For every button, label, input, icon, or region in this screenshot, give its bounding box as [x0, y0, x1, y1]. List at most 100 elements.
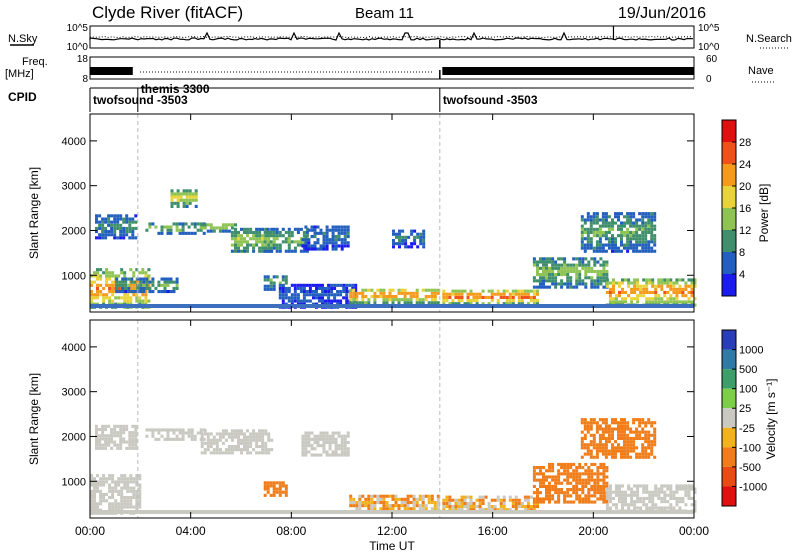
heatmap-cell [252, 448, 256, 452]
heatmap-cell [618, 290, 621, 294]
heatmap-cell [532, 299, 536, 303]
heatmap-cell [669, 484, 673, 488]
heatmap-cell [145, 286, 149, 290]
heatmap-cell [626, 440, 630, 444]
heatmap-cell [638, 430, 642, 434]
heatmap-cell [281, 275, 285, 279]
heatmap-cell [557, 469, 561, 473]
heatmap-cell [583, 418, 587, 422]
heatmap-cell [160, 428, 164, 432]
heatmap-cell [632, 449, 636, 453]
heatmap-cell [246, 249, 249, 253]
heatmap-cell [621, 490, 624, 494]
heatmap-cell [433, 504, 437, 508]
heatmap-cell [601, 243, 605, 247]
heatmap-cell [354, 286, 358, 290]
heatmap-cell [648, 278, 652, 282]
heatmap-cell [132, 496, 136, 500]
heatmap-cell [592, 230, 596, 234]
heatmap-cell [554, 484, 558, 488]
heatmap-cell [305, 299, 309, 303]
heatmap-cell [599, 257, 603, 261]
heatmap-cell [145, 428, 149, 432]
heatmap-cell [308, 283, 312, 287]
heatmap-cell [373, 501, 377, 505]
heatmap-cell [596, 469, 600, 473]
heatmap-cell [302, 283, 306, 287]
heatmap-cell [105, 480, 109, 484]
heatmap-cell [96, 271, 99, 275]
colorbar-swatch [722, 186, 736, 208]
heatmap-cell [281, 283, 285, 287]
heatmap-cell [626, 212, 630, 216]
heatmap-cell [119, 236, 123, 240]
heatmap-cell [304, 244, 308, 248]
heatmap-cell [436, 494, 440, 498]
heatmap-cell [647, 240, 651, 244]
heatmap-cell [566, 279, 570, 283]
heatmap-cell [90, 496, 93, 500]
heatmap-cell [102, 483, 106, 487]
heatmap-cell [340, 244, 344, 248]
heatmap-cell [123, 274, 127, 278]
heatmap-cell [666, 297, 670, 301]
heatmap-cell [328, 241, 332, 245]
heatmap-cell [382, 494, 386, 498]
colorbar-swatch [722, 466, 736, 487]
heatmap-cell [520, 505, 524, 509]
x-tick-label: 16:00 [478, 524, 508, 538]
heatmap-cell [595, 455, 599, 459]
heatmap-cell [499, 508, 503, 512]
heatmap-cell [123, 499, 127, 503]
heatmap-cell [111, 299, 115, 303]
heatmap-cell [272, 234, 276, 238]
heatmap-cell [554, 263, 558, 267]
heatmap-cell [557, 494, 561, 498]
heatmap-cell [611, 237, 614, 241]
heatmap-cell [325, 431, 329, 435]
heatmap-cell [654, 290, 658, 294]
heatmap-cell [629, 212, 633, 216]
x-axis-ticks: 00:00 04:00 08:00 12:00 16:00 20:00 00:00 [75, 114, 709, 538]
heatmap-cell [395, 242, 398, 246]
heatmap-cell [526, 498, 530, 502]
heatmap-cell [602, 491, 606, 495]
heatmap-cell [454, 295, 458, 299]
heatmap-cell [361, 295, 365, 299]
heatmap-cell [575, 475, 579, 479]
heatmap-cell [586, 452, 590, 456]
heatmap-cell [614, 421, 617, 425]
heatmap-cell [202, 437, 206, 441]
heatmap-cell [135, 502, 139, 506]
heatmap-cell [654, 506, 658, 510]
heatmap-cell [684, 490, 688, 494]
heatmap-cell [176, 195, 180, 199]
heatmap-cell [118, 283, 122, 287]
heatmap-cell [554, 478, 558, 482]
heatmap-cell [442, 501, 446, 505]
heatmap-cell [560, 273, 564, 277]
heatmap-cell [287, 243, 291, 247]
heatmap-cell [269, 287, 273, 291]
heatmap-cell [263, 284, 267, 288]
heatmap-cell [578, 276, 582, 280]
heatmap-cell [672, 490, 676, 494]
freq-tick-bottom: 8 [82, 74, 88, 85]
heatmap-cell [641, 240, 645, 244]
heatmap-cell [209, 223, 213, 227]
heatmap-cell [539, 266, 542, 270]
heatmap-cell [243, 227, 246, 231]
heatmap-cell [117, 477, 121, 481]
heatmap-cell [267, 448, 271, 452]
heatmap-cell [490, 508, 494, 512]
heatmap-cell [376, 501, 380, 505]
heatmap-cell [102, 299, 106, 303]
heatmap-cell [592, 212, 596, 216]
heatmap-cell [580, 246, 584, 250]
heatmap-cell [278, 296, 282, 300]
heatmap-cell [657, 506, 661, 510]
heatmap-cell [355, 298, 359, 302]
heatmap-cell [110, 434, 114, 438]
heatmap-cell [145, 280, 149, 284]
heatmap-cell [548, 500, 551, 504]
